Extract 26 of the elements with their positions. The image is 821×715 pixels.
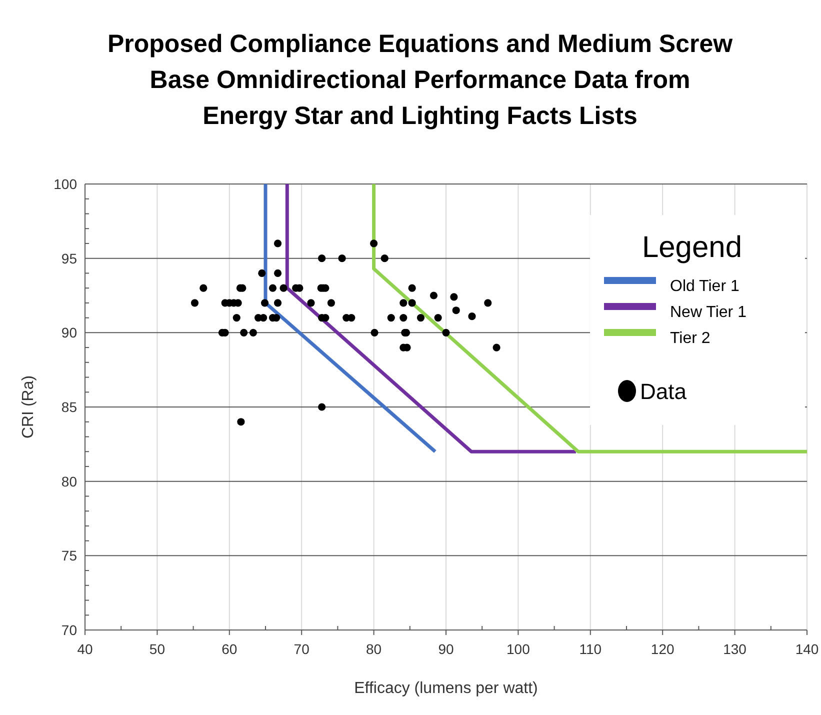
legend-label: Old Tier 1: [670, 278, 740, 295]
x-tick-label: 80: [366, 641, 382, 657]
x-tick-label: 40: [77, 641, 93, 657]
y-tick-label: 85: [61, 399, 78, 415]
y-tick-label: 80: [61, 473, 78, 490]
y-tick-label: 70: [61, 622, 78, 638]
x-tick-label: 120: [650, 641, 674, 657]
x-tick-label: 130: [723, 641, 747, 657]
x-tick-label: 70: [294, 641, 310, 657]
legend-label: Data: [640, 379, 688, 404]
y-tick-label: 90: [61, 324, 78, 341]
legend-title: Legend: [642, 231, 742, 264]
x-tick-label: 50: [149, 641, 166, 657]
x-tick-label: 60: [222, 641, 238, 657]
y-tick-label: 100: [54, 176, 78, 192]
x-tick-label: 140: [795, 641, 819, 657]
legend-label: New Tier 1: [670, 304, 747, 321]
y-tick-label: 75: [61, 548, 78, 564]
legend-label: Tier 2: [670, 330, 710, 347]
y-axis-title: CRI (Ra): [20, 375, 37, 439]
x-axis-title: Efficacy (lumens per watt): [354, 680, 538, 697]
x-tick-label: 110: [579, 641, 602, 657]
x-tick-label: 100: [506, 641, 530, 657]
chart-title: Proposed Compliance Equations and Medium Screw Base Omnidirectional Performance Data from Energy Star and Lighting Facts Lists: [107, 30, 734, 130]
y-tick-label: 95: [61, 250, 78, 266]
x-tick-label: 90: [438, 641, 454, 657]
